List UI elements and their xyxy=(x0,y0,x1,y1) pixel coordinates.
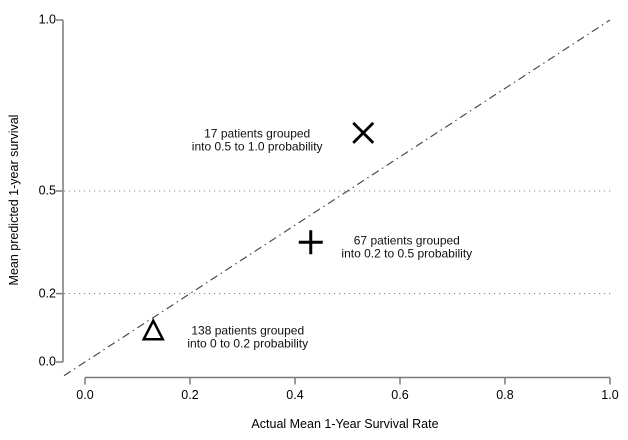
annotation-line2: into 0.2 to 0.5 probability xyxy=(341,246,473,261)
y-tick-label: 0.0 xyxy=(38,354,56,369)
annotation-line2: into 0.5 to 1.0 probability xyxy=(191,139,323,154)
x-marker xyxy=(352,121,375,144)
point-annotation: 67 patients grouped into 0.2 to 0.5 proba… xyxy=(341,235,472,260)
plus-marker xyxy=(298,230,323,255)
identity-reference-line xyxy=(63,19,611,377)
x-tick-label: 0.8 xyxy=(496,388,514,402)
point-annotation: 138 patients grouped into 0 to 0.2 probab… xyxy=(187,325,308,350)
x-tick-label: 0.0 xyxy=(76,388,94,402)
y-tick-label: 0.2 xyxy=(38,286,56,301)
point-annotation: 17 patients grouped into 0.5 to 1.0 proba… xyxy=(192,128,323,153)
x-axis-title: Actual Mean 1-Year Survival Rate xyxy=(251,417,439,431)
x-tick-label: 0.2 xyxy=(181,388,199,402)
y-tick-label: 1.0 xyxy=(38,12,56,27)
annotation-line1: 138 patients grouped xyxy=(191,323,305,338)
x-tick-label: 0.6 xyxy=(391,388,409,402)
annotation-line1: 17 patients grouped xyxy=(204,126,311,141)
annotation-line1: 67 patients grouped xyxy=(353,233,460,248)
y-axis-title: Mean predicted 1-year survival xyxy=(7,114,21,286)
annotation-line2: into 0 to 0.2 probability xyxy=(187,336,309,351)
x-tick-label: 0.4 xyxy=(286,388,304,402)
triangle-marker xyxy=(141,317,165,341)
x-tick-label: 1.0 xyxy=(601,388,619,402)
y-tick-label: 0.5 xyxy=(38,183,56,198)
